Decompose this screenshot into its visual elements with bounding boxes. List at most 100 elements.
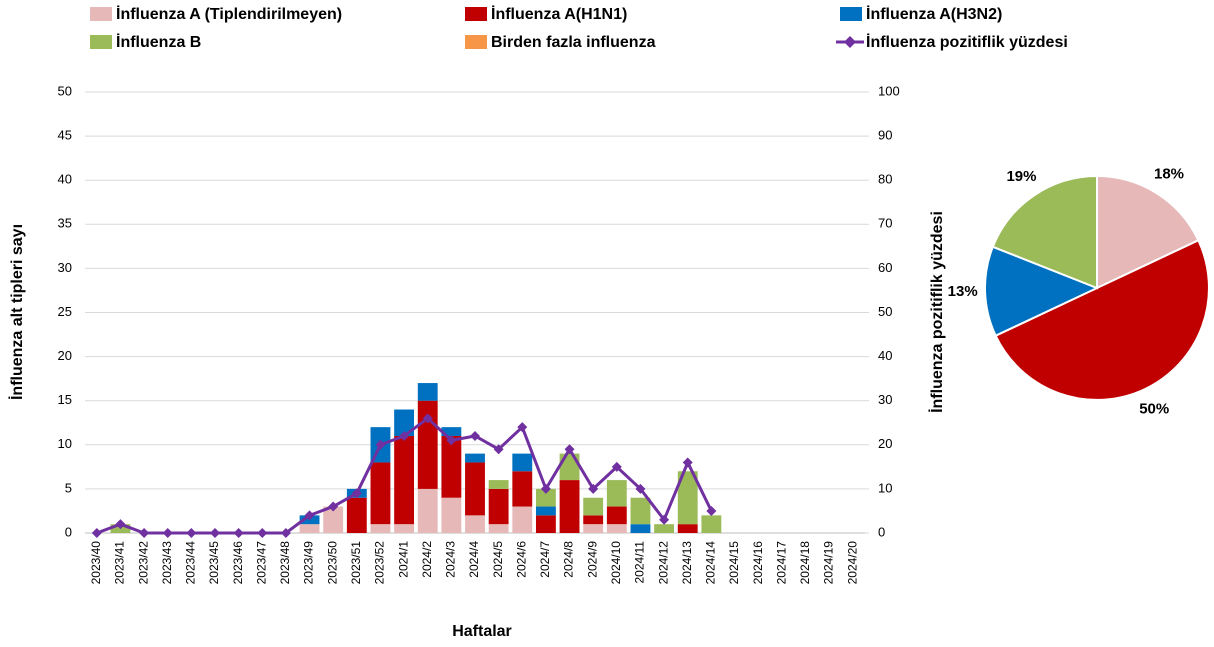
legend-marker [844,36,856,48]
y-tick-label: 20 [58,348,72,363]
bar [417,383,438,401]
line-marker [399,430,410,441]
bar [394,435,415,525]
pie-slice [1096,174,1200,290]
bar [488,524,509,533]
x-tick-label: 2023/42 [136,541,150,585]
y-tick-label: 35 [58,216,72,231]
bar [394,524,415,533]
pie-slice [984,245,1100,338]
x-tick-label: 2024/16 [751,541,765,585]
legend-label: Birden fazla influenza [491,34,656,51]
x-tick-label: 2024/18 [798,541,812,585]
line-marker [706,505,717,516]
y2-tick-label: 0 [878,524,885,539]
legend-swatch [465,7,487,21]
y-tick-label: 25 [58,304,72,319]
y2-tick-label: 70 [878,216,892,231]
bar [630,497,651,525]
x-tick-label: 2023/46 [231,541,245,585]
bar [417,488,438,533]
x-tick-label: 2023/48 [278,541,292,585]
bar [606,524,627,533]
x-tick-label: 2024/3 [444,541,458,578]
legend-swatch [90,7,112,21]
bar [535,488,556,507]
legend-label: İnfluenza A(H3N2) [866,5,1002,23]
legend-swatch [465,35,487,49]
y-tick-label: 50 [58,83,72,98]
bar [630,524,651,533]
line-marker [328,501,339,512]
bar [535,515,556,533]
y2-tick-label: 90 [878,128,892,143]
line-marker [659,514,670,525]
x-tick-label: 2024/19 [822,541,836,585]
legend-swatch [840,7,862,21]
x-tick-label: 2024/4 [467,541,481,578]
line-marker [139,528,150,538]
line-marker [304,510,315,521]
bar [583,515,604,525]
pie-slice [991,174,1098,290]
x-tick-label: 2023/45 [207,541,221,585]
bar [512,453,533,472]
line-marker [210,528,220,538]
line-marker [682,457,693,468]
x-tick-label: 2024/7 [538,541,552,578]
y-tick-label: 45 [58,128,72,143]
pie-label: 19% [1006,168,1036,185]
line-marker [422,413,433,424]
bar [583,497,604,516]
bar [346,497,367,533]
line-marker [470,430,480,441]
x-tick-label: 2023/44 [184,541,198,585]
y2-tick-label: 20 [878,436,892,451]
line-marker [91,528,102,538]
x-tick-label: 2024/14 [704,541,718,585]
pie-label: 50% [1139,401,1169,418]
bar [323,506,344,533]
y2-tick-label: 30 [878,392,892,407]
bar [512,471,533,507]
bar [559,480,580,533]
x-tick-label: 2024/15 [727,541,741,585]
line-marker [493,444,504,455]
x-tick-label: 2023/50 [325,541,339,585]
pie-slice [994,238,1210,401]
line-marker [375,439,386,450]
y2-tick-label: 40 [878,348,892,363]
bar [701,515,722,533]
x-tick-label: 2023/47 [254,541,268,585]
legend-label: İnfluenza pozitiflik yüzdesi [866,33,1068,51]
bar [441,497,462,533]
bar [441,435,462,498]
line-marker [446,435,457,446]
y2-tick-label: 100 [878,83,900,98]
legend-swatch [90,35,112,49]
line-marker [186,528,197,538]
line-marker [233,528,244,538]
bar [512,506,533,533]
bar [677,471,698,525]
y-tick-label: 0 [65,524,72,539]
bar [654,524,675,533]
x-tick-label: 2023/51 [349,541,363,585]
legend-label: İnfluenza B [116,33,201,51]
line-marker [257,528,268,538]
x-tick-label: 2023/52 [373,541,387,585]
line-marker [635,483,646,494]
x-tick-label: 2024/8 [562,541,576,578]
x-tick-label: 2024/20 [845,541,859,585]
line-marker [162,528,173,538]
x-tick-label: 2024/10 [609,541,623,585]
bar [606,480,627,507]
x-tick-label: 2024/1 [396,541,410,578]
y-tick-label: 5 [65,480,72,495]
line-marker [564,444,575,455]
x-tick-label: 2024/6 [514,541,528,578]
x-tick-label: 2024/12 [656,541,670,585]
pie-label: 13% [948,283,978,300]
x-tick-label: 2023/41 [113,541,127,585]
bar [465,515,485,533]
